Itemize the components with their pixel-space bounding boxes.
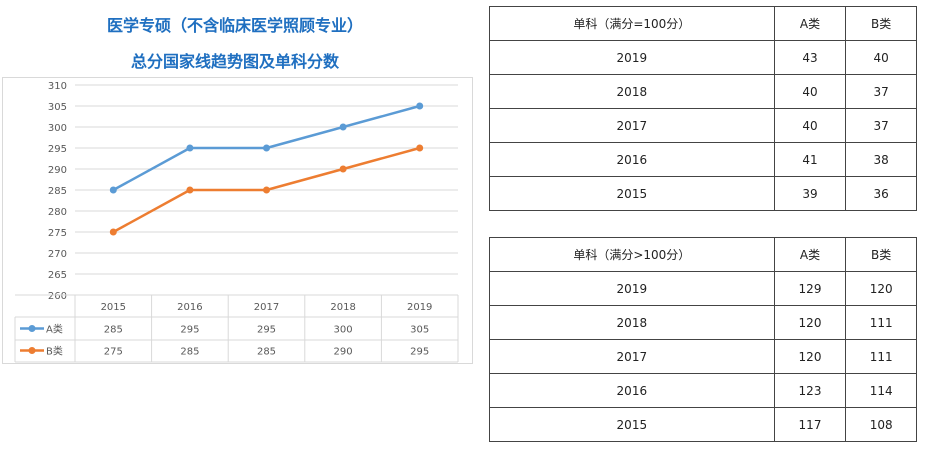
table-header-row: 单科（满分=100分） A类 B类: [489, 6, 917, 41]
data-label: 285: [180, 347, 199, 358]
data-point: [186, 186, 194, 194]
table-row: 2015 39 36: [489, 176, 917, 211]
cell-b: 111: [845, 305, 917, 340]
line-chart: 260 265 270 275 280 285 290 295 300 305 310 2015 201…: [14, 81, 459, 363]
data-point: [109, 228, 117, 236]
y-tick-label: 280: [48, 207, 67, 218]
y-tick-label: 285: [48, 186, 67, 197]
header-a: A类: [773, 6, 847, 41]
cell-year: 2019: [489, 40, 775, 75]
cell-year: 2015: [489, 176, 775, 211]
cell-year: 2018: [489, 74, 775, 109]
line-chart-frame: 260 265 270 275 280 285 290 295 300 305 310 2015 201…: [2, 77, 473, 364]
legend-key-marker: [28, 347, 36, 354]
cell-b: 37: [845, 74, 917, 109]
cell-year: 2017: [489, 339, 775, 374]
table-row: 2017 40 37: [489, 108, 917, 143]
data-point: [109, 186, 117, 194]
data-label: 285: [104, 325, 123, 336]
cell-a: 123: [773, 373, 847, 408]
y-tick-label: 305: [48, 102, 67, 113]
cell-a: 40: [773, 108, 847, 143]
data-point: [339, 123, 347, 131]
cell-a: 117: [773, 407, 847, 442]
single-subject-table-over-100: 单科（满分>100分） A类 B类 2019 129 120 2018 120 …: [489, 237, 917, 442]
cell-a: 40: [773, 74, 847, 109]
cell-a: 120: [773, 305, 847, 340]
table-row: 2019 129 120: [489, 271, 917, 306]
data-label: 305: [410, 325, 429, 336]
y-tick-label: 270: [48, 249, 67, 260]
legend-label: A类: [46, 323, 63, 336]
data-label: 285: [257, 347, 276, 358]
data-label: 295: [257, 325, 276, 336]
cell-a: 39: [773, 176, 847, 211]
y-tick-label: 290: [48, 165, 67, 176]
data-label: 295: [410, 347, 429, 358]
cell-year: 2016: [489, 373, 775, 408]
header-b: B类: [845, 6, 917, 41]
cell-year: 2018: [489, 305, 775, 340]
single-subject-table-100: 单科（满分=100分） A类 B类 2019 43 40 2018 40 37 …: [489, 6, 917, 211]
cell-year: 2016: [489, 142, 775, 177]
header-a: A类: [773, 237, 847, 272]
cell-year: 2017: [489, 108, 775, 143]
header-subject: 单科（满分>100分）: [489, 237, 775, 272]
x-tick-label: 2016: [177, 302, 202, 313]
x-tick-label: 2018: [330, 302, 355, 313]
x-tick-label: 2017: [254, 302, 279, 313]
y-tick-label: 295: [48, 144, 67, 155]
data-point: [263, 144, 270, 152]
cell-a: 129: [773, 271, 847, 306]
cell-b: 36: [845, 176, 917, 211]
header-b: B类: [845, 237, 917, 272]
chart-title-line1: 医学专硕（不含临床医学照顾专业）: [106, 16, 363, 35]
table-row: 2018 120 111: [489, 305, 917, 340]
table-header-row: 单科（满分>100分） A类 B类: [489, 237, 917, 272]
cell-a: 43: [773, 40, 847, 75]
cell-b: 38: [845, 142, 917, 177]
cell-b: 108: [845, 407, 917, 442]
cell-b: 40: [845, 40, 917, 75]
cell-year: 2015: [489, 407, 775, 442]
table-row: 2016 41 38: [489, 142, 917, 177]
x-tick-label: 2019: [407, 302, 432, 313]
x-tick-label: 2015: [101, 302, 126, 313]
y-tick-label: 300: [48, 123, 67, 134]
data-label: 295: [180, 325, 199, 336]
data-label: 300: [334, 325, 353, 336]
cell-b: 120: [845, 271, 917, 306]
table-row: 2015 117 108: [489, 407, 917, 442]
legend-key-marker: [28, 325, 36, 332]
data-point: [416, 102, 424, 110]
y-tick-label: 260: [48, 291, 67, 302]
table-row: 2017 120 111: [489, 339, 917, 374]
data-label: 275: [104, 347, 123, 358]
cell-b: 114: [845, 373, 917, 408]
cell-b: 111: [845, 339, 917, 374]
cell-year: 2019: [489, 271, 775, 306]
y-tick-label: 310: [48, 81, 67, 92]
data-point: [263, 186, 270, 194]
legend-label: B类: [46, 345, 63, 358]
cell-b: 37: [845, 108, 917, 143]
data-point: [416, 144, 424, 152]
cell-a: 41: [773, 142, 847, 177]
chart-title-line2: 总分国家线趋势图及单科分数: [130, 52, 339, 71]
table-row: 2016 123 114: [489, 373, 917, 408]
data-label: 290: [334, 347, 353, 358]
cell-a: 120: [773, 339, 847, 374]
y-tick-label: 265: [48, 270, 67, 281]
header-subject: 单科（满分=100分）: [489, 6, 775, 41]
y-tick-label: 275: [48, 228, 67, 239]
data-point: [186, 144, 194, 152]
data-point: [339, 165, 347, 173]
table-row: 2018 40 37: [489, 74, 917, 109]
table-row: 2019 43 40: [489, 40, 917, 75]
